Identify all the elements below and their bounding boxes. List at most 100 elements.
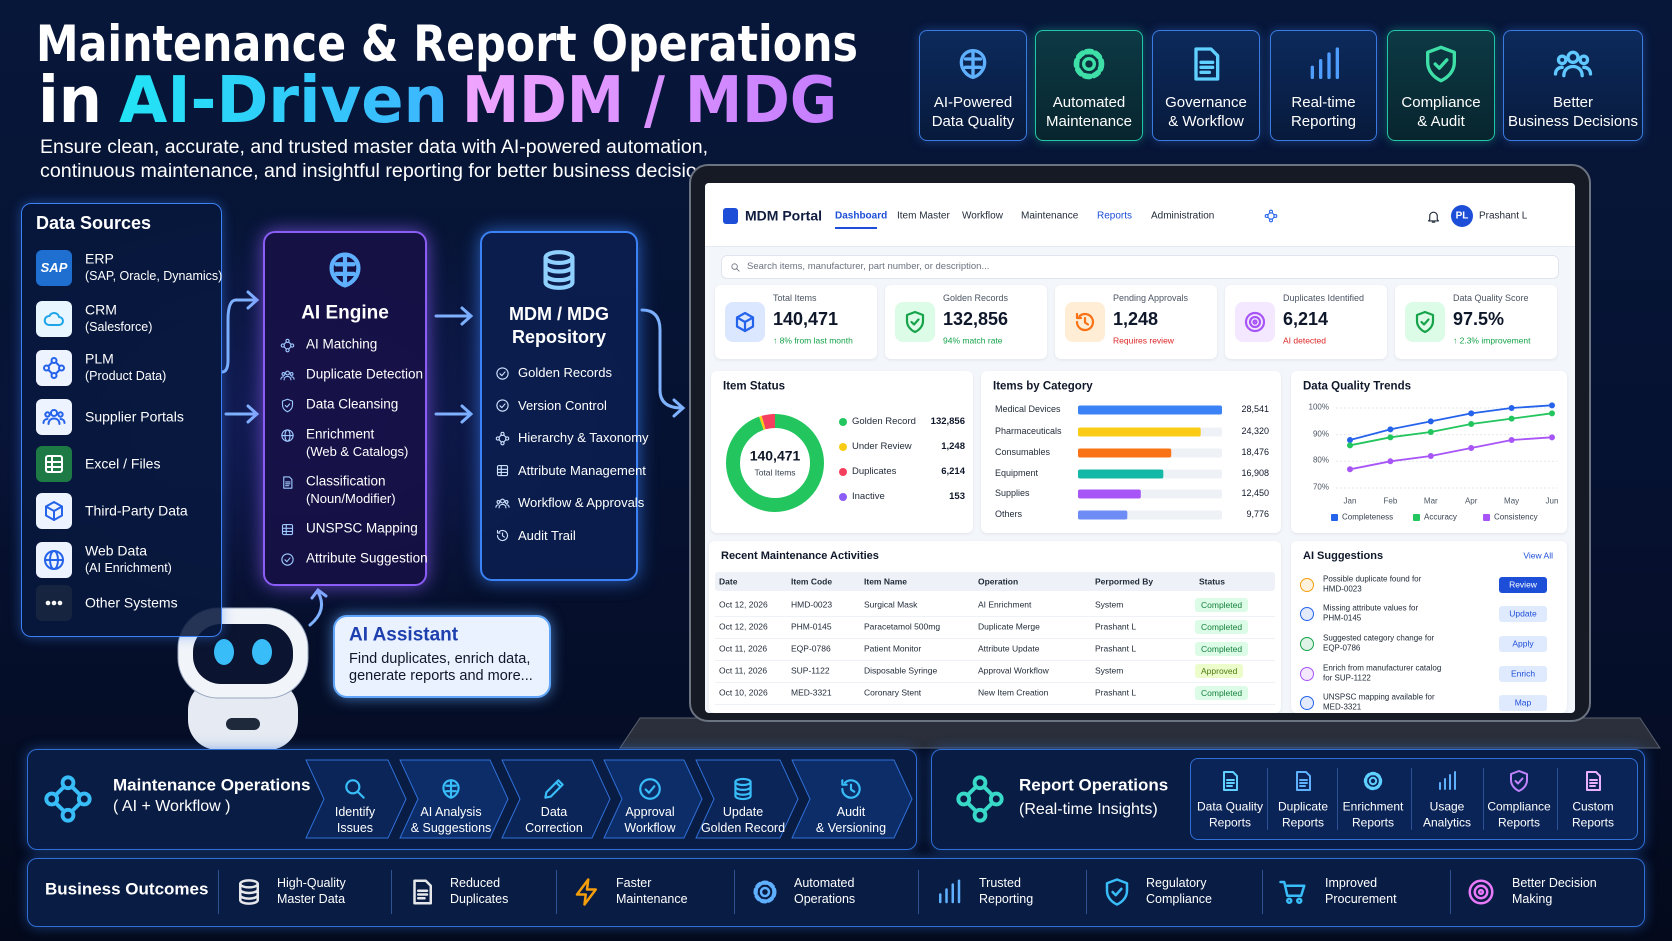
icon-part	[45, 455, 63, 473]
source-name: Supplier Portals	[85, 408, 184, 425]
icon-part	[1420, 318, 1430, 326]
icon-part	[50, 372, 58, 379]
icon-flow	[1264, 209, 1278, 223]
icon-part	[1199, 60, 1215, 75]
row-divider	[715, 660, 1275, 661]
icon-part	[639, 778, 661, 800]
icon-part	[1286, 897, 1293, 904]
pillar-label: Compliance	[1401, 93, 1481, 111]
assistant-bubble	[333, 615, 551, 698]
legend-dot	[839, 468, 847, 476]
repository-item: Attribute Management	[518, 462, 646, 478]
table-cell: Surgical Mask	[864, 599, 918, 610]
suggestion-action-label: Update	[1509, 608, 1537, 619]
kpi-value: 97.5%	[1453, 309, 1505, 330]
table-cell: AI Enrichment	[978, 599, 1032, 610]
icon-part	[51, 600, 57, 606]
icon-gear	[753, 880, 777, 904]
icon-flow	[495, 431, 509, 445]
icon-flow	[44, 775, 92, 823]
trend-point	[1549, 434, 1555, 441]
pillar-label: & Audit	[1417, 112, 1465, 130]
suggestion-text: Possible duplicate found for	[1323, 574, 1422, 584]
category-label: Pharmaceuticals	[995, 426, 1062, 437]
divider	[1411, 768, 1412, 830]
icon-gear	[1363, 771, 1383, 791]
suggestion-text: Suggested category change for	[1323, 633, 1435, 643]
flow-arrows	[220, 290, 686, 627]
kpi-value: 6,214	[1283, 309, 1329, 330]
report-label: Reports	[1281, 815, 1325, 830]
row-divider	[715, 616, 1275, 617]
icon-part	[50, 357, 58, 364]
source-name: Third-Party Data	[85, 502, 188, 519]
report-label: Reports	[1351, 815, 1395, 830]
trend-point	[1427, 418, 1434, 425]
icon-part	[734, 780, 752, 801]
suggestion-text: for SUP-1122	[1323, 673, 1371, 683]
repository-item: Workflow & Approvals	[518, 494, 645, 510]
row-divider	[715, 704, 1275, 705]
icon-part	[1279, 880, 1306, 897]
row-divider	[715, 638, 1275, 639]
outcome-label: Reporting	[979, 892, 1034, 907]
icon-part	[1578, 54, 1590, 66]
table-cell: New Item Creation	[978, 687, 1049, 698]
icon-part	[1514, 777, 1524, 785]
icon-part	[841, 779, 848, 786]
step-label: Data	[540, 805, 568, 820]
legend-label: Under Review	[852, 440, 912, 452]
kpi-card: Total Items 140,471 ↑ 8% from last month	[715, 285, 877, 359]
icon-part	[910, 318, 920, 326]
icon-part	[289, 371, 293, 376]
icon-part	[544, 779, 564, 799]
icon-part	[1269, 209, 1273, 214]
status-value: 153	[949, 490, 965, 502]
outcome-label: Automated	[794, 876, 855, 891]
source-icon	[36, 585, 72, 621]
icon-part	[504, 499, 508, 504]
panel-title: AI Engine	[301, 302, 389, 324]
suggestion-action-label: Enrich	[1510, 668, 1536, 679]
source-detail: (AI Enrichment)	[85, 561, 172, 576]
repository-item: Golden Records	[518, 364, 612, 380]
icon-part	[1269, 218, 1273, 223]
table-header: Date	[719, 576, 738, 587]
status-pill: Completed	[1195, 686, 1249, 701]
table-cell: Patient Monitor	[864, 643, 922, 654]
trend-line	[1349, 436, 1553, 471]
icon-check	[639, 778, 661, 800]
pillar	[919, 30, 1027, 141]
icon-part	[1553, 64, 1593, 78]
laptop-base	[619, 717, 1661, 749]
icon-part	[54, 785, 82, 813]
x-tick-label: Jan	[1343, 496, 1357, 506]
category-label: Equipment	[995, 468, 1039, 479]
bar	[1078, 405, 1222, 415]
kpi-label: Pending Approvals	[1113, 293, 1189, 304]
pillar-label: Better	[1552, 93, 1594, 111]
icon-part	[499, 498, 505, 503]
kpi-note: 94% match rate	[943, 335, 1003, 346]
divider	[1557, 768, 1558, 830]
suggestion-action-label: Review	[1509, 579, 1537, 590]
icon-part	[280, 371, 285, 376]
icon-part	[841, 779, 861, 799]
step-label: Correction	[525, 821, 583, 836]
legend-dot	[839, 443, 847, 451]
panel-subtitle: ( AI + Workflow )	[113, 798, 231, 816]
table-cell: Paracetamol 500mg	[864, 621, 941, 632]
engine-item: Attribute Suggestion	[306, 550, 428, 566]
icon-part	[1556, 54, 1568, 66]
x-tick-label: Mar	[1423, 496, 1438, 506]
panel-title: Data Sources	[36, 213, 152, 234]
table-cell: Oct 10, 2026	[719, 687, 768, 698]
suggestion-icon	[1300, 578, 1314, 592]
icon-part	[1426, 45, 1456, 83]
card-title: AI Suggestions	[1303, 549, 1384, 562]
outcome-label: Improved	[1325, 876, 1378, 891]
icon-people	[1553, 50, 1593, 78]
divider	[1267, 768, 1268, 830]
legend-label: Consistency	[1494, 512, 1538, 522]
